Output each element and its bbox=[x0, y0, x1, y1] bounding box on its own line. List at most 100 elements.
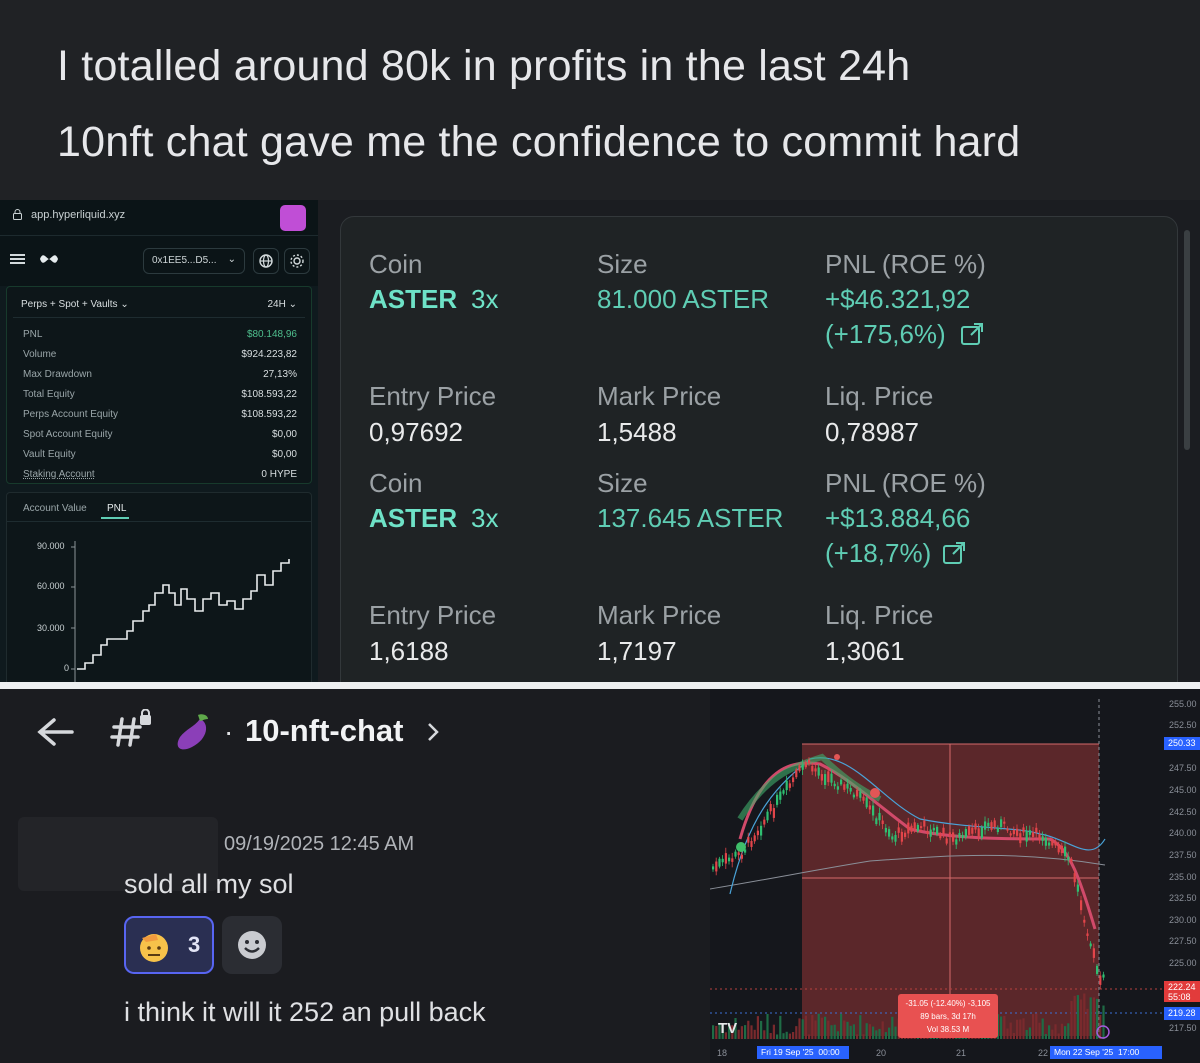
date-badge-end: Mon 22 Sep '25 17:00 bbox=[1050, 1046, 1162, 1059]
measure-change: -31.05 (-12.40%) -3,105 bbox=[905, 999, 991, 1008]
browser-url-bar[interactable]: app.hyperliquid.xyz bbox=[0, 200, 318, 236]
back-arrow-icon[interactable] bbox=[36, 717, 74, 747]
globe-button[interactable] bbox=[253, 248, 279, 274]
volume-bar bbox=[1003, 1015, 1006, 1039]
channel-name[interactable]: 10-nft-chat bbox=[245, 713, 404, 748]
stat-value: $0,00 bbox=[271, 429, 297, 440]
stat-label: Spot Account Equity bbox=[23, 429, 113, 440]
candle-body bbox=[974, 823, 977, 830]
volume-bar bbox=[849, 1025, 852, 1039]
wallet-address-selector[interactable]: 0x1EE5...D5... ⌄ bbox=[143, 248, 245, 274]
volume-bar bbox=[859, 1015, 862, 1039]
candle-body bbox=[1086, 933, 1089, 936]
volume-bar bbox=[737, 1029, 740, 1039]
chevron-down-icon: ⌄ bbox=[120, 299, 129, 310]
scrollbar[interactable] bbox=[1184, 230, 1190, 450]
candle-body bbox=[961, 835, 964, 839]
chevron-right-icon[interactable] bbox=[426, 721, 440, 743]
candle-body bbox=[804, 762, 807, 768]
add-reaction-icon bbox=[238, 931, 266, 959]
divider bbox=[7, 521, 311, 522]
signal-marker-buy bbox=[736, 842, 746, 852]
candle-body bbox=[744, 849, 747, 853]
pnl-value: +$13.884,66 bbox=[825, 503, 971, 533]
candle-body bbox=[1060, 845, 1063, 853]
caption-line-1: I totalled around 80k in profits in the … bbox=[57, 42, 911, 90]
price-badge-current-high: 250.33 bbox=[1164, 737, 1200, 750]
candle-body bbox=[1028, 830, 1031, 835]
tab-account-value[interactable]: Account Value bbox=[23, 503, 87, 514]
stat-label: Max Drawdown bbox=[23, 369, 92, 380]
app-avatar-icon[interactable] bbox=[280, 205, 306, 231]
tab-pnl[interactable]: PNL bbox=[107, 503, 127, 514]
x-tick: 18 bbox=[717, 1048, 728, 1058]
date-badge-start: Fri 19 Sep '25 00:00 bbox=[757, 1046, 849, 1059]
filter-dropdown[interactable]: Perps + Spot + Vaults ⌄ bbox=[21, 299, 129, 310]
volume-bar bbox=[1064, 1026, 1067, 1039]
volume-bar bbox=[1035, 1013, 1038, 1039]
volume-bar bbox=[1022, 1018, 1025, 1039]
hyperliquid-portfolio-panel: app.hyperliquid.xyz 0x1EE5...D5... ⌄ Perp… bbox=[0, 200, 318, 688]
settings-button[interactable] bbox=[284, 248, 310, 274]
candle-body bbox=[731, 858, 734, 862]
ma-line-grey bbox=[710, 854, 1106, 890]
candle-body bbox=[747, 836, 750, 843]
volume-bar bbox=[715, 1025, 718, 1039]
volume-bar bbox=[712, 1025, 715, 1039]
volume-bar bbox=[788, 1033, 791, 1039]
candle-body bbox=[897, 827, 900, 833]
menu-icon[interactable] bbox=[10, 252, 26, 266]
mark-value: 1,5488 bbox=[597, 417, 677, 447]
volume-bar bbox=[740, 1026, 743, 1039]
share-external-icon[interactable] bbox=[959, 321, 985, 347]
image-divider bbox=[0, 682, 1200, 689]
candle-body bbox=[964, 829, 967, 838]
add-reaction-button[interactable] bbox=[222, 916, 282, 974]
candle-body bbox=[907, 822, 910, 834]
coin-label: Coin bbox=[369, 249, 423, 279]
price-tick: 237.50 bbox=[1169, 850, 1197, 860]
liq-value: 1,3061 bbox=[825, 636, 905, 666]
candle-body bbox=[1009, 833, 1012, 836]
coin-value[interactable]: ASTER bbox=[369, 503, 458, 533]
price-tick: 217.50 bbox=[1169, 1023, 1197, 1033]
stat-value: 27,13% bbox=[263, 369, 297, 380]
candle-body bbox=[718, 858, 721, 867]
candle-body bbox=[977, 828, 980, 837]
candle-body bbox=[721, 858, 724, 863]
divider bbox=[13, 317, 305, 318]
volume-bar bbox=[881, 1021, 884, 1039]
candle-body bbox=[852, 794, 855, 798]
share-external-icon[interactable] bbox=[941, 540, 967, 566]
volume-bar bbox=[830, 1025, 833, 1039]
volume-bar bbox=[1092, 997, 1095, 1039]
volume-bar bbox=[808, 1034, 811, 1039]
volume-bar bbox=[862, 1034, 865, 1039]
volume-bar bbox=[1060, 1023, 1063, 1039]
volume-bar bbox=[1096, 998, 1099, 1039]
candle-body bbox=[811, 766, 814, 772]
reaction-saluting-face[interactable]: 3 bbox=[124, 916, 214, 974]
message-timestamp: 09/19/2025 12:45 AM bbox=[224, 833, 415, 855]
stat-label: Perps Account Equity bbox=[23, 409, 119, 420]
candle-body bbox=[952, 832, 955, 842]
candle-body bbox=[1073, 873, 1076, 883]
range-dropdown[interactable]: 24H ⌄ bbox=[267, 299, 297, 310]
hyperliquid-logo-icon[interactable] bbox=[38, 252, 60, 266]
tradingview-chart[interactable]: TV 255.00 252.50 250.33 247.50 245.00 24… bbox=[710, 689, 1200, 1063]
price-tick: 247.50 bbox=[1169, 763, 1197, 773]
candle-body bbox=[1089, 943, 1092, 947]
candle-body bbox=[1038, 834, 1041, 840]
stat-value: 0 HYPE bbox=[261, 469, 297, 480]
coin-value[interactable]: ASTER bbox=[369, 284, 458, 314]
caption-area: I totalled around 80k in profits in the … bbox=[0, 0, 1200, 200]
volume-bar bbox=[785, 1031, 788, 1039]
size-label: Size bbox=[597, 468, 648, 498]
candle-body bbox=[875, 818, 878, 825]
volume-bar bbox=[753, 1029, 756, 1039]
alert-marker[interactable] bbox=[1096, 1025, 1110, 1039]
volume-bar bbox=[750, 1025, 753, 1039]
stat-label-link[interactable]: Staking Account bbox=[23, 469, 95, 480]
volume-bar bbox=[1016, 1019, 1019, 1039]
price-tick: 245.00 bbox=[1169, 785, 1197, 795]
